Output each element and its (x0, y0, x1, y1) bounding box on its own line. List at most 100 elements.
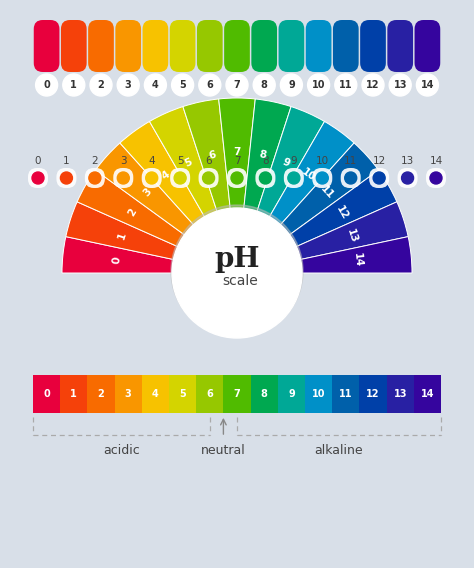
Text: 3: 3 (125, 389, 132, 399)
Text: 5: 5 (179, 80, 186, 90)
Text: 14: 14 (420, 389, 434, 399)
Circle shape (145, 74, 166, 96)
Circle shape (259, 172, 272, 184)
Circle shape (172, 208, 302, 338)
FancyBboxPatch shape (341, 168, 361, 188)
FancyBboxPatch shape (415, 20, 440, 72)
Bar (414, 375, 441, 413)
Text: 8: 8 (261, 389, 268, 399)
Text: 9: 9 (291, 156, 297, 166)
Text: 0: 0 (111, 256, 122, 265)
Text: 3: 3 (120, 156, 127, 166)
FancyBboxPatch shape (224, 20, 250, 72)
Circle shape (308, 74, 329, 96)
Text: 9: 9 (288, 389, 295, 399)
Text: 8: 8 (257, 149, 267, 161)
Circle shape (174, 172, 186, 184)
Text: 2: 2 (98, 389, 104, 399)
Text: 12: 12 (334, 204, 349, 222)
Text: 10: 10 (316, 156, 329, 166)
Text: 4: 4 (152, 389, 159, 399)
Circle shape (36, 74, 58, 96)
Bar (359, 375, 387, 413)
Bar (169, 375, 196, 413)
FancyBboxPatch shape (88, 20, 114, 72)
FancyBboxPatch shape (426, 168, 446, 188)
Bar (142, 375, 169, 413)
Text: scale: scale (222, 274, 258, 288)
FancyBboxPatch shape (398, 168, 418, 188)
Bar (278, 375, 305, 413)
Text: 5: 5 (177, 156, 183, 166)
Text: 10: 10 (312, 389, 325, 399)
FancyBboxPatch shape (251, 20, 277, 72)
Circle shape (335, 74, 357, 96)
Text: 13: 13 (401, 156, 414, 166)
Text: 1: 1 (71, 389, 77, 399)
Wedge shape (62, 237, 176, 273)
Circle shape (416, 74, 438, 96)
Circle shape (89, 172, 101, 184)
Circle shape (226, 74, 248, 96)
Wedge shape (66, 202, 181, 260)
Text: 12: 12 (373, 156, 386, 166)
Circle shape (281, 74, 302, 96)
Circle shape (430, 172, 442, 184)
Circle shape (362, 74, 384, 96)
FancyBboxPatch shape (255, 168, 275, 188)
Circle shape (172, 74, 193, 96)
Text: 0: 0 (43, 389, 50, 399)
Circle shape (389, 74, 411, 96)
Bar (387, 375, 414, 413)
FancyBboxPatch shape (284, 168, 304, 188)
Text: 4: 4 (152, 80, 159, 90)
Text: 3: 3 (141, 186, 154, 198)
FancyBboxPatch shape (28, 168, 48, 188)
Text: 7: 7 (234, 156, 240, 166)
Text: 2: 2 (98, 80, 104, 90)
Text: 11: 11 (339, 80, 353, 90)
Wedge shape (279, 143, 379, 236)
Wedge shape (77, 170, 187, 248)
Circle shape (202, 172, 215, 184)
Text: 2: 2 (91, 156, 98, 166)
Circle shape (90, 74, 112, 96)
FancyBboxPatch shape (85, 168, 105, 188)
FancyBboxPatch shape (34, 20, 59, 72)
FancyBboxPatch shape (312, 168, 332, 188)
FancyBboxPatch shape (143, 20, 168, 72)
Wedge shape (287, 170, 397, 248)
Circle shape (199, 74, 221, 96)
Circle shape (316, 172, 328, 184)
Bar (87, 375, 115, 413)
FancyBboxPatch shape (115, 20, 141, 72)
Text: 11: 11 (318, 183, 335, 201)
Bar (251, 375, 278, 413)
FancyBboxPatch shape (113, 168, 133, 188)
Text: 6: 6 (207, 149, 217, 161)
Circle shape (373, 172, 385, 184)
Circle shape (345, 172, 357, 184)
Circle shape (146, 172, 158, 184)
Circle shape (401, 172, 414, 184)
Text: 14: 14 (420, 80, 434, 90)
Text: 8: 8 (262, 156, 269, 166)
Circle shape (253, 74, 275, 96)
Text: 12: 12 (366, 80, 380, 90)
Bar (223, 375, 251, 413)
Text: acidic: acidic (103, 444, 140, 457)
FancyBboxPatch shape (279, 20, 304, 72)
FancyBboxPatch shape (199, 168, 219, 188)
Text: 6: 6 (206, 80, 213, 90)
FancyBboxPatch shape (306, 20, 331, 72)
Bar (33, 375, 60, 413)
Circle shape (117, 172, 129, 184)
Wedge shape (268, 122, 354, 227)
Wedge shape (219, 98, 255, 211)
Text: 7: 7 (234, 80, 240, 90)
Text: 11: 11 (344, 156, 357, 166)
Wedge shape (293, 202, 408, 260)
FancyBboxPatch shape (142, 168, 162, 188)
Text: 1: 1 (71, 80, 77, 90)
Bar (305, 375, 332, 413)
